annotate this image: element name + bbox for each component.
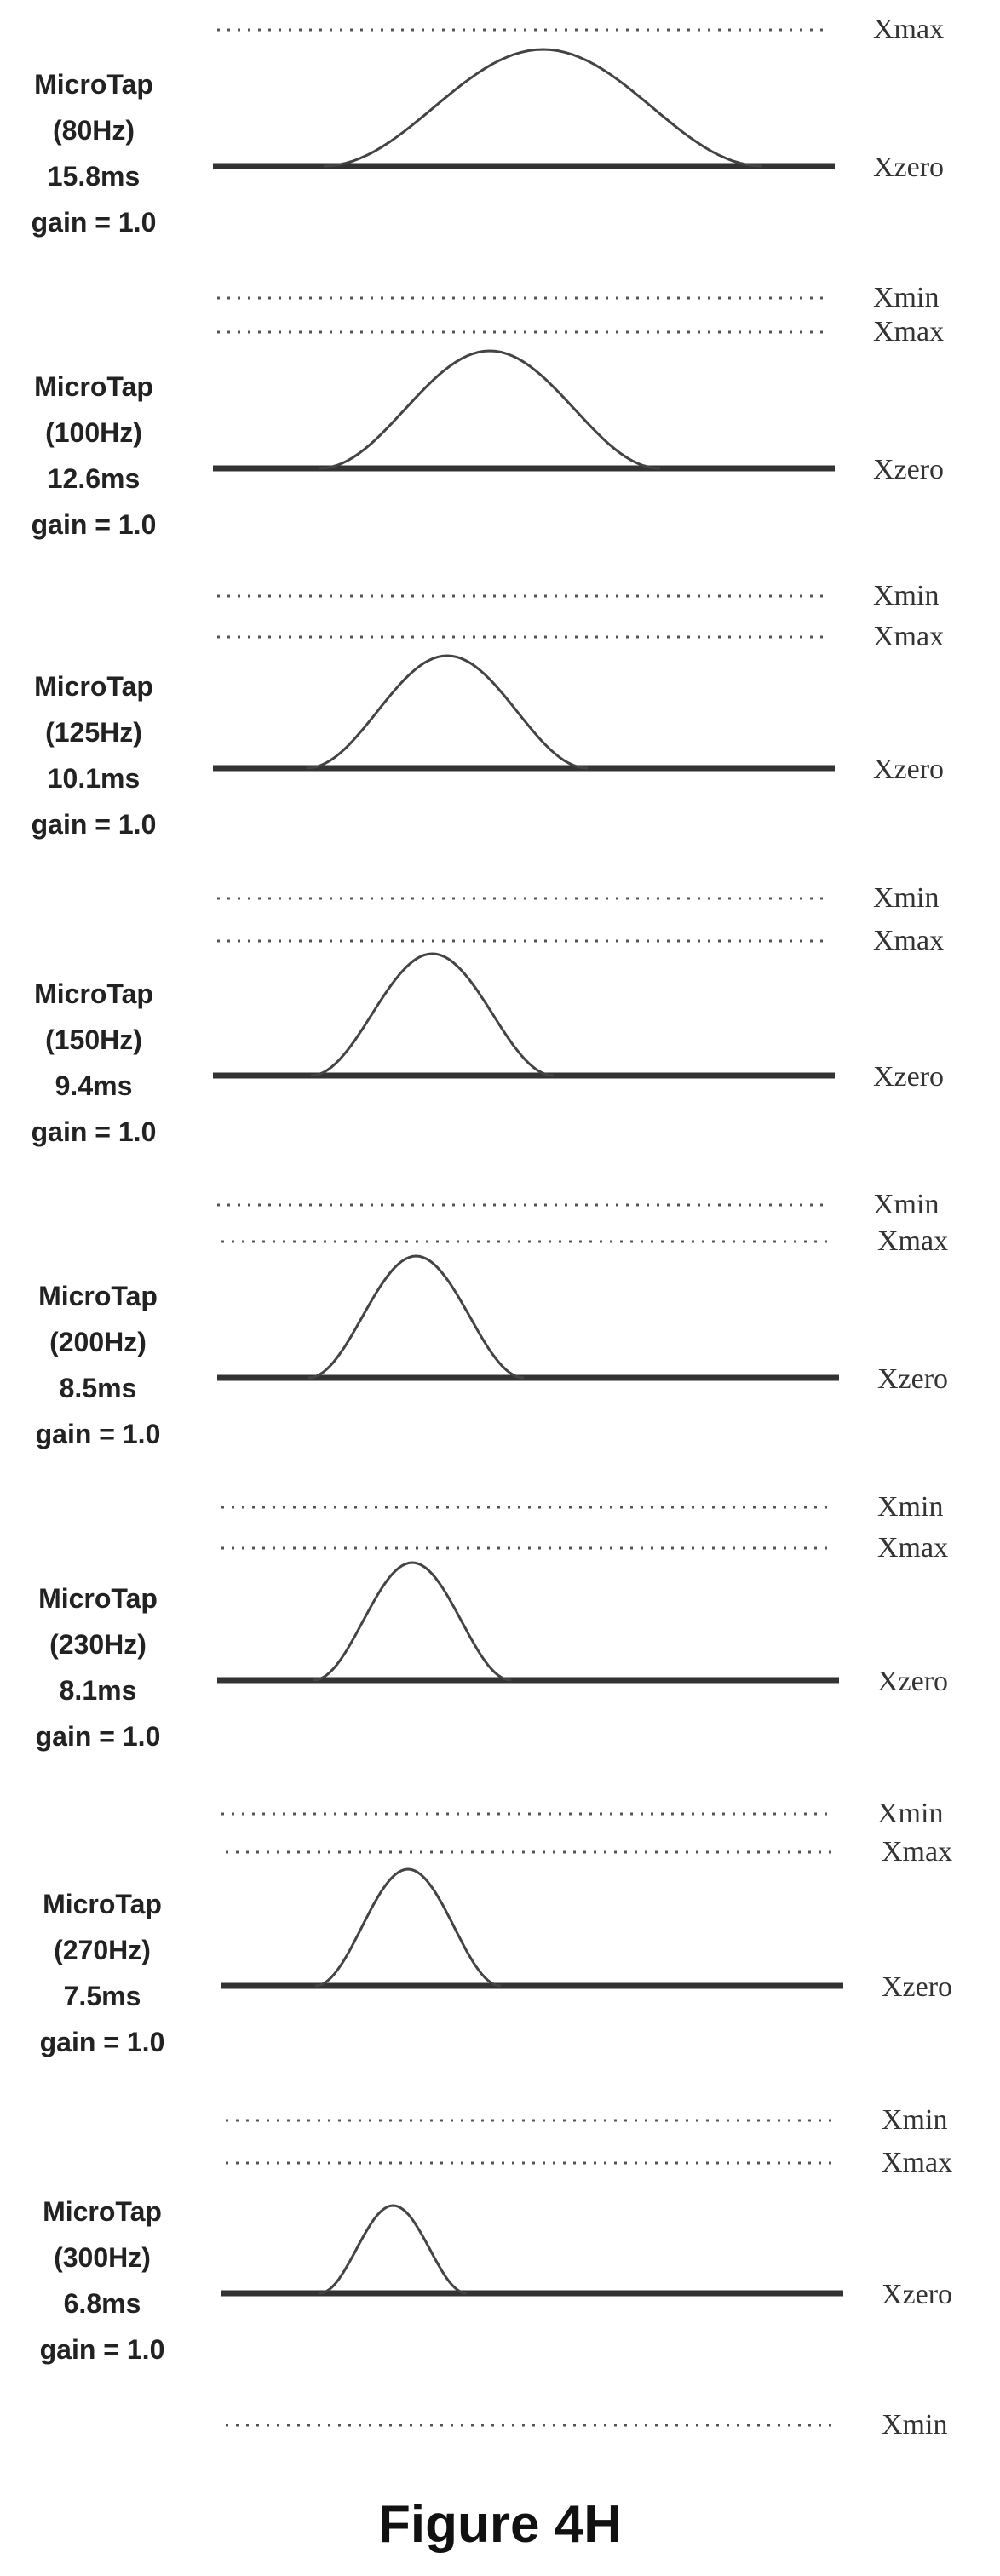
panel-name: MicroTap <box>38 1281 158 1311</box>
panel-8: Xmax Xzero Xmin MicroTap (300Hz) 6.8ms gain = … <box>40 2147 952 2441</box>
xmax-label: Xmax <box>877 1532 948 1563</box>
panel-duration: 9.4ms <box>55 1070 133 1101</box>
panel-name: MicroTap <box>34 69 153 100</box>
panel-name: MicroTap <box>34 671 153 702</box>
pulse-curve <box>319 2204 468 2295</box>
panel-1: Xmax Xzero Xmin MicroTap (80Hz) 15.8ms gain = … <box>32 14 944 313</box>
panels: Xmax Xzero Xmin MicroTap (80Hz) 15.8ms gain = … <box>32 14 952 2441</box>
figure-caption: Figure 4H <box>378 2495 622 2554</box>
panel-5: Xmax Xzero Xmin MicroTap (200Hz) 8.5ms gain = … <box>36 1225 948 1523</box>
panel-freq: (100Hz) <box>45 417 142 448</box>
panel-gain: gain = 1.0 <box>32 1116 157 1147</box>
panel-freq: (150Hz) <box>45 1024 142 1055</box>
pulse-curve <box>313 1561 512 1682</box>
panel-gain: gain = 1.0 <box>40 2334 165 2365</box>
xzero-label: Xzero <box>882 2279 952 2310</box>
panel-freq: (270Hz) <box>54 1935 151 1965</box>
xmin-label: Xmin <box>882 2409 947 2441</box>
xmax-label: Xmax <box>882 2147 952 2178</box>
xmax-label: Xmax <box>873 14 944 45</box>
panel-freq: (80Hz) <box>53 115 135 146</box>
xmax-label: Xmax <box>873 316 944 347</box>
xmax-label: Xmax <box>882 1836 952 1867</box>
panel-name: MicroTap <box>43 2196 162 2227</box>
xmin-label: Xmin <box>873 282 939 313</box>
xzero-label: Xzero <box>873 1061 944 1093</box>
panel-duration: 6.8ms <box>64 2288 141 2319</box>
panel-gain: gain = 1.0 <box>36 1721 161 1752</box>
panel-gain: gain = 1.0 <box>32 509 157 540</box>
panel-4: Xmax Xzero Xmin MicroTap (150Hz) 9.4ms gain = … <box>32 925 944 1220</box>
panel-6: Xmax Xzero Xmin MicroTap (230Hz) 8.1ms gain = … <box>36 1532 948 1829</box>
xmin-label: Xmin <box>882 2104 947 2136</box>
panel-freq: (200Hz) <box>49 1327 147 1357</box>
xmin-label: Xmin <box>877 1491 943 1523</box>
panel-freq: (125Hz) <box>45 717 142 748</box>
panel-gain: gain = 1.0 <box>32 809 157 840</box>
panel-name: MicroTap <box>43 1889 162 1919</box>
panel-3: Xmax Xzero Xmin MicroTap (125Hz) 10.1ms gain =… <box>32 621 944 914</box>
xzero-label: Xzero <box>873 754 944 785</box>
xzero-label: Xzero <box>877 1666 948 1697</box>
panel-duration: 8.1ms <box>60 1675 137 1706</box>
panel-freq: (230Hz) <box>49 1629 147 1660</box>
xzero-label: Xzero <box>873 454 944 485</box>
xmin-label: Xmin <box>873 882 939 914</box>
panel-duration: 15.8ms <box>48 161 141 192</box>
panel-gain: gain = 1.0 <box>32 207 157 238</box>
panel-name: MicroTap <box>34 978 153 1009</box>
panel-duration: 7.5ms <box>64 1981 141 2011</box>
xmax-label: Xmax <box>877 1225 948 1257</box>
pulse-curve <box>307 1254 525 1380</box>
pulse-curve <box>306 654 589 770</box>
xmin-label: Xmin <box>877 1798 943 1829</box>
pulse-curve <box>314 1867 502 1988</box>
pulse-curve <box>323 48 763 168</box>
panel-gain: gain = 1.0 <box>40 2027 165 2057</box>
xmin-label: Xmin <box>873 1189 939 1220</box>
panel-duration: 8.5ms <box>60 1373 137 1403</box>
panel-7: Xmax Xzero Xmin MicroTap (270Hz) 7.5ms gain = … <box>40 1836 952 2136</box>
panel-duration: 10.1ms <box>48 763 141 794</box>
pulse-curve <box>310 952 555 1077</box>
xzero-label: Xzero <box>882 1971 952 2003</box>
pulse-curve <box>319 349 661 470</box>
xzero-label: Xzero <box>873 152 944 183</box>
xmax-label: Xmax <box>873 621 944 652</box>
panel-name: MicroTap <box>34 371 153 402</box>
xmin-label: Xmin <box>873 580 939 611</box>
panel-name: MicroTap <box>38 1583 158 1614</box>
xzero-label: Xzero <box>877 1363 948 1395</box>
xmax-label: Xmax <box>873 925 944 956</box>
panel-gain: gain = 1.0 <box>36 1419 161 1449</box>
panel-freq: (300Hz) <box>54 2242 151 2273</box>
panel-duration: 12.6ms <box>48 463 141 494</box>
panel-2: Xmax Xzero Xmin MicroTap (100Hz) 12.6ms gain =… <box>32 316 944 611</box>
